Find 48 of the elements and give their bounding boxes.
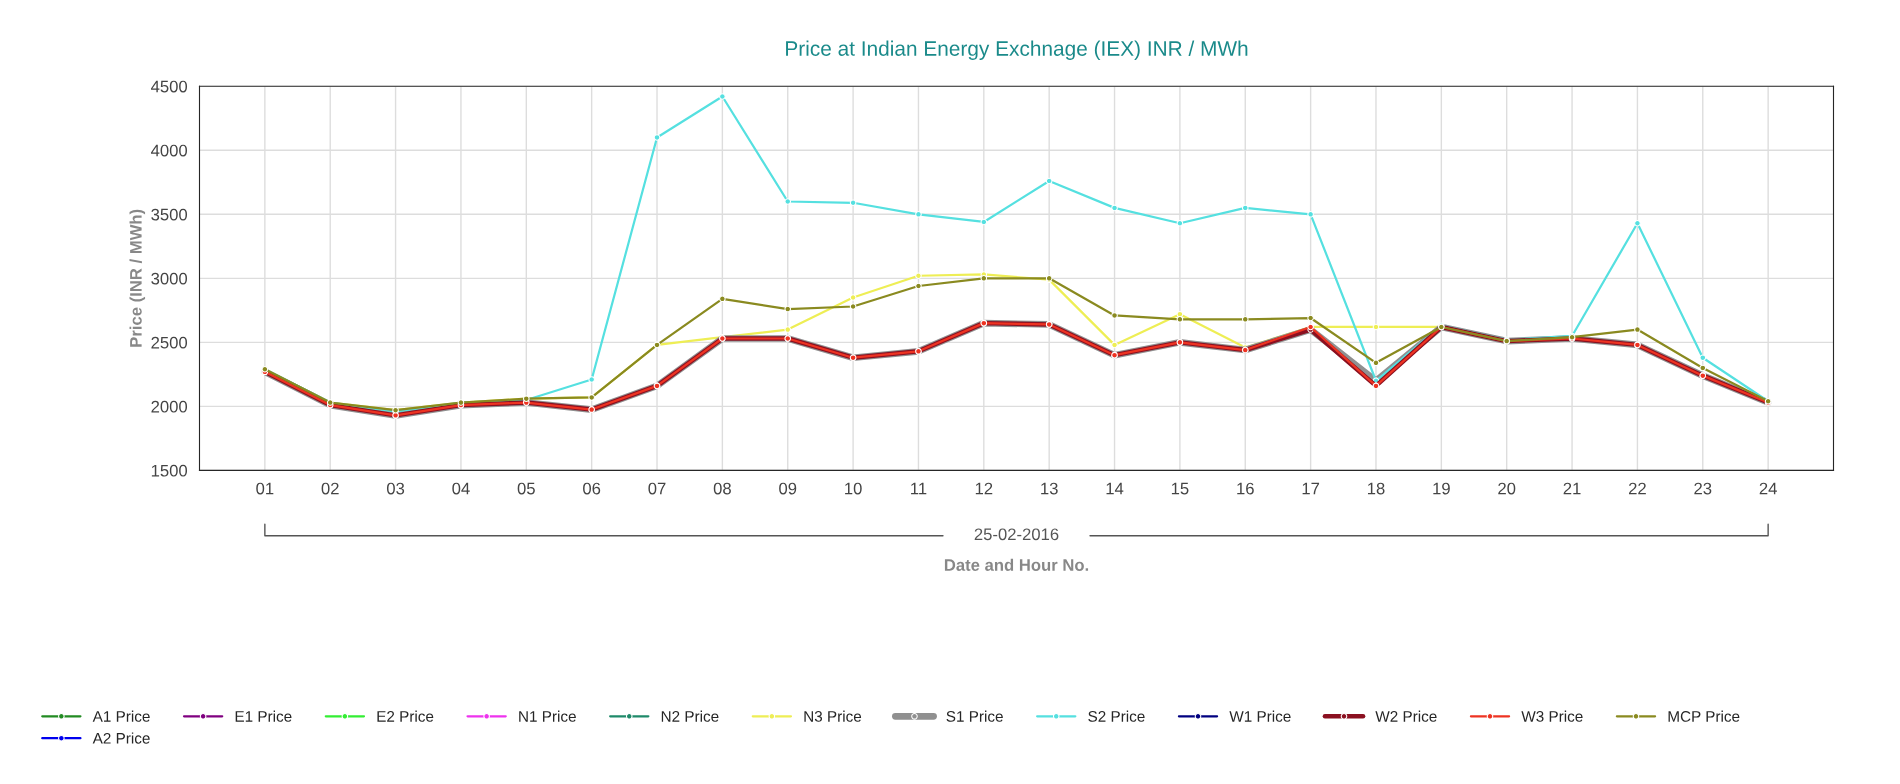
x-tick-label: 03 [386,482,405,495]
x-tick-label: 02 [321,482,339,495]
x-tick-label: 07 [648,482,666,495]
x-tick-label: 23 [1694,482,1712,495]
x-tick-label: 24 [1759,482,1777,495]
y-tick-label: 4500 [151,80,188,93]
chart-title: Price at Indian Energy Exchnage (IEX) INR / MWh [786,40,1248,61]
x-tick-label: 10 [845,482,862,495]
legend-label: E1 Price [235,710,292,722]
y-tick-label: 2000 [151,400,188,413]
legend-label: S2 Price [1088,710,1145,722]
y-axis-title: Price (INR / MWh) [129,209,146,347]
y-tick-label: 1500 [151,464,188,477]
legend-label: N1 Price [519,710,576,722]
x-tick-label: 22 [1628,482,1646,495]
x-tick-label: 17 [1302,482,1320,495]
legend-label: MCP Price [1668,710,1740,722]
legend-label: W1 Price [1229,710,1291,722]
x-tick-label: 09 [779,482,797,495]
legend-label: A2 Price [92,732,150,744]
x-tick-label: 08 [713,482,731,495]
y-tick-label: 2500 [151,336,188,349]
x-tick-label: 13 [1041,482,1058,495]
y-tick-label: 3000 [151,272,188,285]
legend-label: W2 Price [1375,710,1437,722]
x-tick-label: 16 [1237,482,1254,495]
legend-label: N2 Price [661,710,719,722]
x-tick-label: 12 [975,482,993,495]
x-axis-title: Date and Hour No. [944,558,1089,571]
legend-label: A1 Price [92,710,150,722]
x-tick-label: 18 [1367,482,1385,495]
x-tick-label: 05 [517,482,535,495]
y-tick-label: 3500 [151,208,188,221]
legend-label: N3 Price [804,710,862,722]
x-tick-label: 20 [1498,482,1516,495]
x-tick-label: 14 [1106,482,1124,495]
x-tick-label: 21 [1563,482,1581,495]
legend-label: S1 Price [946,710,1003,722]
x-tick-label: 06 [583,482,601,495]
text: 25-02-2016 [974,528,1059,541]
x-tick-label: 01 [256,482,274,495]
x-tick-label: 11 [911,482,927,495]
legend-label: E2 Price [377,710,434,722]
y-tick-label: 4000 [151,144,188,157]
x-tick-label: 04 [452,482,470,495]
x-tick-label: 15 [1171,482,1189,495]
legend-label: W3 Price [1521,710,1583,722]
x-tick-label: 19 [1433,482,1450,495]
